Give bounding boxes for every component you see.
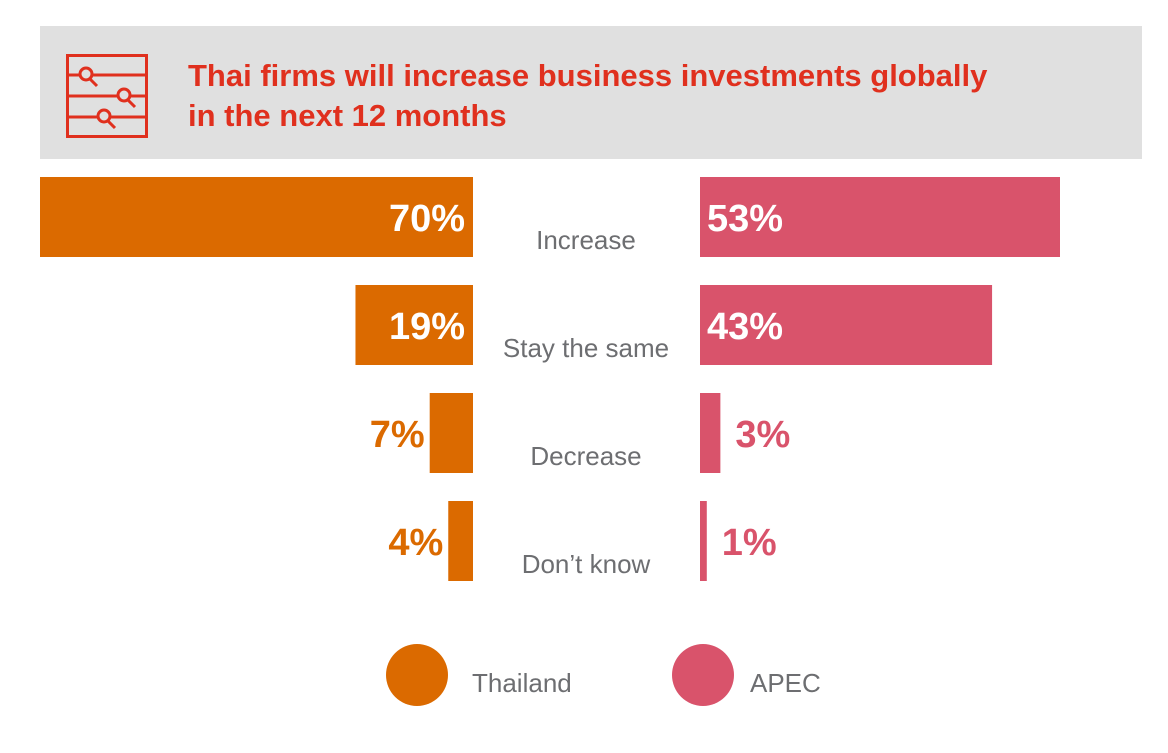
legend-thailand-label: Thailand bbox=[472, 668, 572, 698]
legend-apec-marker bbox=[672, 644, 734, 706]
title-line-2: in the next 12 months bbox=[188, 98, 507, 133]
category-label: Increase bbox=[536, 225, 636, 255]
bar-thailand bbox=[355, 285, 473, 365]
legend-apec-label: APEC bbox=[750, 668, 821, 698]
data-label-thailand: 19% bbox=[389, 306, 465, 348]
data-label-thailand: 7% bbox=[370, 414, 425, 456]
data-label-apec: 43% bbox=[707, 306, 783, 348]
data-label-thailand: 4% bbox=[388, 522, 443, 564]
bar-apec bbox=[700, 177, 1060, 257]
title-line-1: Thai firms will increase business invest… bbox=[188, 58, 988, 93]
data-label-apec: 53% bbox=[707, 198, 783, 240]
bar-apec bbox=[700, 393, 721, 473]
bar-thailand bbox=[40, 177, 473, 257]
data-label-thailand: 70% bbox=[389, 198, 465, 240]
bar-chart: 70% 53% Increase 19% 43% Stay the same 7% 3% Dec… bbox=[40, 177, 1060, 581]
bar-apec bbox=[700, 501, 707, 581]
bar-thailand bbox=[429, 393, 473, 473]
page-title: Thai firms will increase business invest… bbox=[188, 56, 1118, 136]
category-label: Decrease bbox=[530, 441, 641, 471]
sliders-search-icon bbox=[66, 54, 148, 138]
header-banner: Thai firms will increase business invest… bbox=[40, 26, 1142, 159]
data-label-apec: 3% bbox=[735, 414, 790, 456]
bar-thailand bbox=[448, 501, 473, 581]
bar-apec bbox=[700, 285, 993, 365]
legend-thailand-marker bbox=[386, 644, 448, 706]
data-label-apec: 1% bbox=[722, 522, 777, 564]
category-label: Don’t know bbox=[522, 549, 651, 579]
category-label: Stay the same bbox=[503, 333, 669, 363]
